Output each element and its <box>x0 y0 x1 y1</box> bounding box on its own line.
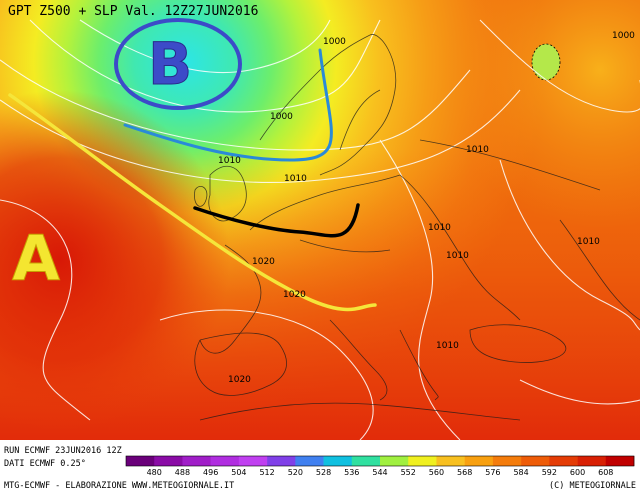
isobar-label: 1020 <box>228 375 251 385</box>
isobar-label: 1000 <box>270 112 293 122</box>
legend-value: 608 <box>598 468 613 477</box>
yellow-axis-line <box>8 93 377 312</box>
legend-swatch <box>380 456 409 466</box>
legend-frame <box>125 455 635 467</box>
legend-value: 560 <box>429 468 444 477</box>
z500-small-green-cell <box>531 43 561 81</box>
map-title: GPT Z500 + SLP Val. 12Z27JUN2016 <box>8 4 258 19</box>
legend-swatch <box>154 456 183 466</box>
legend-swatch <box>436 456 465 466</box>
legend-swatch <box>238 456 268 466</box>
isobar-label: 1020 <box>252 257 275 267</box>
legend-value: 496 <box>203 468 218 477</box>
legend-value: 528 <box>316 468 331 477</box>
footer-band <box>0 440 640 493</box>
z500-east-shade <box>0 0 640 440</box>
isobar-label: 1020 <box>283 290 306 300</box>
run-info: RUN ECMWF 23JUN2016 12Z <box>4 446 122 456</box>
isobar-label: 1010 <box>466 145 489 155</box>
blue-trough-line <box>123 48 333 162</box>
legend-value: 592 <box>542 468 557 477</box>
isobar-label: 1000 <box>612 31 635 41</box>
isobar-label: 1010 <box>218 156 241 166</box>
copyright: (C) METEOGIORNALE <box>549 481 636 491</box>
black-trough-line <box>193 203 360 238</box>
legend-value: 536 <box>344 468 359 477</box>
legend-swatch <box>492 456 522 466</box>
isobar-label: 1010 <box>436 341 459 351</box>
color-legend: 480 488 496 504 512 520 528 536 544 552 560 568 576 5… <box>125 455 635 477</box>
legend-value: 568 <box>457 468 472 477</box>
low-pressure-ring <box>114 18 242 110</box>
legend-swatch <box>295 456 324 466</box>
legend-value: 488 <box>175 468 190 477</box>
legend-swatch <box>577 456 607 466</box>
legend-swatch <box>323 456 353 466</box>
legend-value: 576 <box>485 468 500 477</box>
legend-swatch <box>464 456 494 466</box>
isobar-label: 1010 <box>446 251 469 261</box>
isobar-label: 1010 <box>428 223 451 233</box>
legend-swatch <box>521 456 550 466</box>
legend-swatch <box>126 456 155 466</box>
legend-swatch <box>351 456 381 466</box>
legend-value: 552 <box>401 468 416 477</box>
legend-swatch <box>210 456 240 466</box>
credit-line: MTG-ECMWF - ELABORAZIONE WWW.METEOGIORNA… <box>4 481 234 491</box>
legend-swatch <box>408 456 437 466</box>
legend-value: 480 <box>147 468 162 477</box>
fronts <box>8 48 377 312</box>
isobar-label: 1010 <box>284 174 307 184</box>
legend-value: 512 <box>259 468 274 477</box>
data-source: DATI ECMWF 0.25° <box>4 459 86 469</box>
isobar-label: 1000 <box>323 37 346 47</box>
legend-swatch <box>605 456 635 466</box>
legend-value: 584 <box>513 468 528 477</box>
legend-swatch <box>182 456 211 466</box>
isobar-label: 1010 <box>577 237 600 247</box>
height-contours <box>0 19 640 441</box>
legend-swatch <box>267 456 296 466</box>
high-pressure-marker: A <box>12 222 60 295</box>
isobar-labels: 1000 1000 1000 1010 1010 1010 1010 1010 … <box>218 31 635 385</box>
legend-value: 600 <box>570 468 585 477</box>
legend-swatch <box>549 456 578 466</box>
legend-value: 544 <box>372 468 387 477</box>
low-pressure-marker: B <box>148 30 192 98</box>
legend-value: 504 <box>231 468 246 477</box>
legend-value: 520 <box>288 468 303 477</box>
